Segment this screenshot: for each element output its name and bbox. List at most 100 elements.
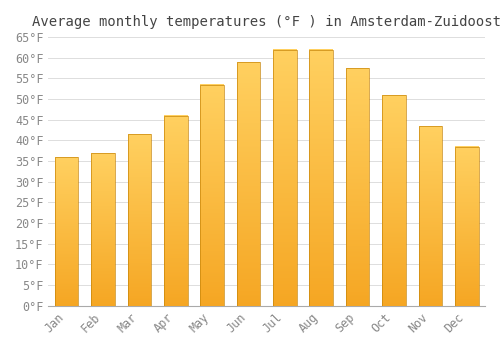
Bar bbox=[273, 75, 296, 76]
Bar bbox=[200, 165, 224, 167]
Bar bbox=[128, 176, 151, 177]
Bar bbox=[455, 276, 478, 277]
Bar bbox=[164, 204, 188, 205]
Bar bbox=[346, 251, 370, 252]
Bar bbox=[54, 231, 78, 232]
Bar bbox=[200, 284, 224, 285]
Bar bbox=[310, 49, 333, 306]
Bar bbox=[455, 262, 478, 264]
Bar bbox=[200, 163, 224, 164]
Bar bbox=[200, 146, 224, 148]
Bar bbox=[91, 222, 115, 223]
Bar bbox=[382, 162, 406, 163]
Bar bbox=[236, 189, 260, 190]
Bar bbox=[91, 281, 115, 282]
Bar bbox=[418, 243, 442, 244]
Bar bbox=[128, 142, 151, 143]
Bar bbox=[164, 304, 188, 306]
Bar bbox=[128, 144, 151, 145]
Bar bbox=[164, 117, 188, 119]
Bar bbox=[418, 251, 442, 252]
Bar bbox=[418, 257, 442, 258]
Bar bbox=[382, 180, 406, 181]
Bar bbox=[164, 202, 188, 203]
Bar bbox=[310, 279, 333, 280]
Bar bbox=[54, 290, 78, 291]
Bar bbox=[273, 119, 296, 120]
Bar bbox=[128, 186, 151, 187]
Bar bbox=[200, 204, 224, 205]
Bar bbox=[128, 225, 151, 226]
Bar bbox=[346, 122, 370, 124]
Bar bbox=[346, 132, 370, 133]
Bar bbox=[418, 272, 442, 273]
Bar bbox=[418, 179, 442, 180]
Bar bbox=[54, 157, 78, 306]
Bar bbox=[382, 229, 406, 230]
Bar bbox=[455, 277, 478, 278]
Bar bbox=[54, 198, 78, 200]
Bar bbox=[54, 295, 78, 296]
Bar bbox=[91, 252, 115, 253]
Bar bbox=[273, 106, 296, 107]
Bar bbox=[346, 138, 370, 139]
Bar bbox=[418, 268, 442, 269]
Bar bbox=[455, 164, 478, 165]
Bar bbox=[346, 208, 370, 210]
Bar bbox=[310, 275, 333, 276]
Bar bbox=[236, 90, 260, 91]
Bar bbox=[54, 276, 78, 277]
Bar bbox=[128, 209, 151, 210]
Bar bbox=[455, 224, 478, 225]
Bar bbox=[91, 257, 115, 258]
Bar bbox=[91, 189, 115, 190]
Bar bbox=[200, 222, 224, 223]
Bar bbox=[91, 219, 115, 220]
Bar bbox=[455, 198, 478, 199]
Bar bbox=[236, 222, 260, 223]
Bar bbox=[273, 231, 296, 233]
Bar bbox=[455, 188, 478, 189]
Bar bbox=[200, 158, 224, 159]
Bar bbox=[54, 211, 78, 212]
Bar bbox=[91, 255, 115, 256]
Bar bbox=[346, 87, 370, 88]
Bar bbox=[91, 211, 115, 212]
Bar bbox=[200, 226, 224, 227]
Bar bbox=[455, 297, 478, 298]
Bar bbox=[200, 243, 224, 244]
Bar bbox=[455, 302, 478, 303]
Bar bbox=[346, 207, 370, 208]
Bar bbox=[128, 296, 151, 297]
Bar bbox=[236, 273, 260, 274]
Bar bbox=[346, 303, 370, 304]
Bar bbox=[54, 247, 78, 248]
Bar bbox=[455, 214, 478, 215]
Bar bbox=[418, 166, 442, 167]
Bar bbox=[200, 206, 224, 208]
Bar bbox=[273, 203, 296, 205]
Bar bbox=[382, 284, 406, 285]
Bar bbox=[91, 168, 115, 169]
Bar bbox=[200, 140, 224, 141]
Bar bbox=[128, 289, 151, 290]
Bar bbox=[310, 139, 333, 140]
Bar bbox=[346, 247, 370, 249]
Bar bbox=[346, 178, 370, 180]
Bar bbox=[418, 151, 442, 152]
Bar bbox=[273, 256, 296, 257]
Bar bbox=[128, 139, 151, 140]
Bar bbox=[236, 186, 260, 188]
Bar bbox=[54, 197, 78, 198]
Bar bbox=[54, 250, 78, 251]
Bar bbox=[382, 134, 406, 135]
Bar bbox=[164, 237, 188, 238]
Bar bbox=[418, 159, 442, 160]
Bar bbox=[236, 180, 260, 181]
Bar bbox=[236, 234, 260, 235]
Bar bbox=[273, 167, 296, 169]
Bar bbox=[455, 247, 478, 248]
Bar bbox=[346, 300, 370, 301]
Bar bbox=[273, 304, 296, 306]
Bar bbox=[455, 201, 478, 202]
